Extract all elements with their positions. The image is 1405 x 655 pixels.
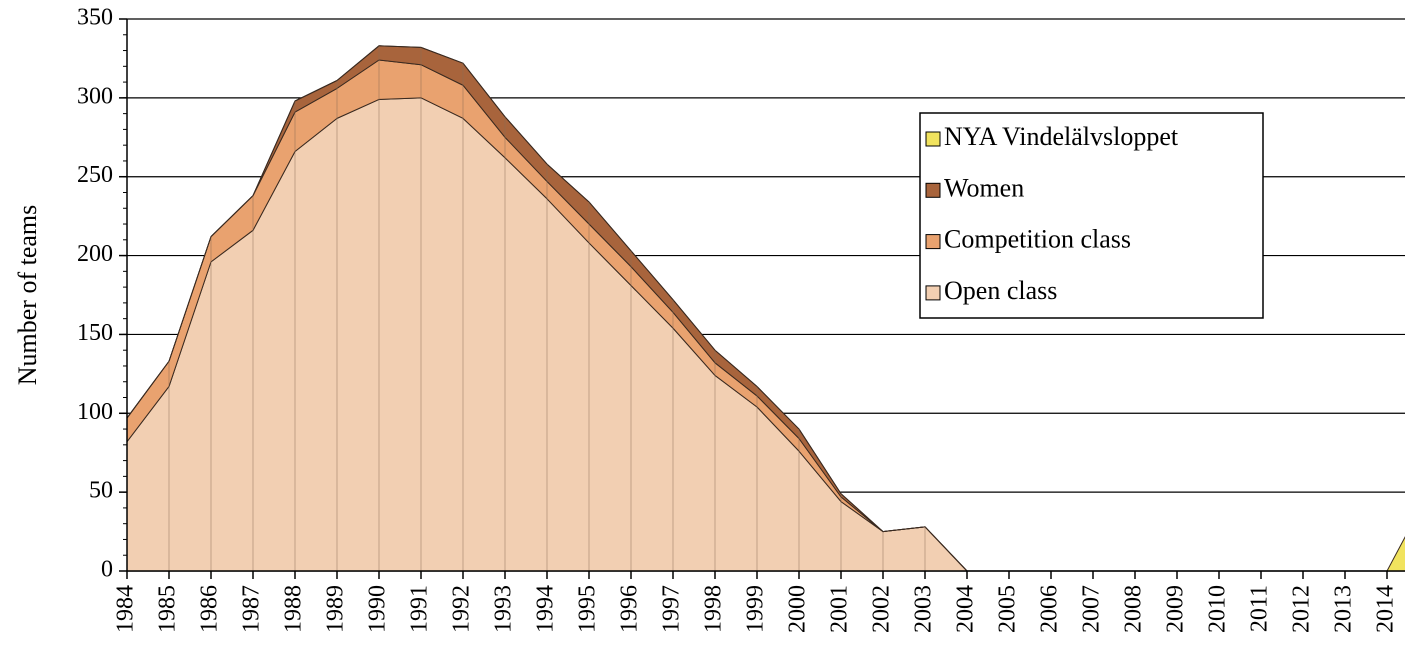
legend-swatch <box>925 131 941 147</box>
x-tick-label: 2000 <box>785 585 811 633</box>
x-tick-label: 1996 <box>617 585 643 633</box>
legend-label: Competition class <box>944 225 1131 254</box>
legend-swatch <box>925 234 941 250</box>
x-tick-label: 2007 <box>1079 585 1105 633</box>
x-tick-label: 1984 <box>113 585 139 633</box>
y-tick-label: 250 <box>77 162 113 188</box>
x-tick-label: 1994 <box>533 585 559 633</box>
x-tick-label: 1988 <box>281 585 307 633</box>
x-tick-label: 2014 <box>1373 585 1399 633</box>
x-tick-label: 1990 <box>365 585 391 633</box>
x-tick-label: 1993 <box>491 585 517 633</box>
x-tick-label: 2005 <box>995 585 1021 633</box>
x-tick-label: 2001 <box>827 585 853 633</box>
plot-area <box>126 18 1405 572</box>
legend-box <box>919 112 1264 319</box>
x-tick-label: 1987 <box>239 585 265 633</box>
x-tick-label: 2004 <box>953 585 979 633</box>
legend-swatch <box>925 285 941 301</box>
legend-label: Women <box>944 173 1024 202</box>
x-tick-label: 1999 <box>743 585 769 633</box>
y-tick-label: 200 <box>77 241 113 267</box>
x-tick-label: 2012 <box>1289 585 1315 633</box>
x-tick-label: 1995 <box>575 585 601 633</box>
x-tick-label: 1998 <box>701 585 727 633</box>
y-tick-label: 350 <box>77 5 113 31</box>
x-tick-label: 2013 <box>1331 585 1357 633</box>
y-tick-label: 50 <box>89 478 113 504</box>
legend-label: NYA Vindelälvsloppet <box>944 122 1179 151</box>
y-tick-label: 150 <box>77 320 113 346</box>
x-tick-label: 2002 <box>869 585 895 633</box>
x-tick-label: 1997 <box>659 585 685 633</box>
area <box>126 45 1405 572</box>
x-tick-label: 2008 <box>1121 585 1147 633</box>
x-tick-label: 2003 <box>911 585 937 633</box>
legend-label: Open class <box>944 276 1057 305</box>
x-tick-label: 2006 <box>1037 585 1063 633</box>
x-tick-label: 1985 <box>155 585 181 633</box>
x-tick-label: 2010 <box>1205 585 1231 633</box>
y-tick-label: 100 <box>77 399 113 425</box>
legend: NYA Vindelälvsloppet Women Competition cla… <box>919 112 1264 319</box>
x-tick-label: 2009 <box>1163 585 1189 633</box>
x-tick-label: 2011 <box>1247 585 1273 632</box>
y-tick-label: 0 <box>101 557 113 583</box>
x-tick-label: 1991 <box>407 585 433 633</box>
x-tick-label: 1992 <box>449 585 475 633</box>
y-tick-label: 300 <box>77 83 113 109</box>
x-tick-label: 1989 <box>323 585 349 633</box>
x-tick-label: 1986 <box>197 585 223 633</box>
legend-swatch <box>925 182 941 198</box>
y-axis-label: Number of teams <box>13 205 42 386</box>
